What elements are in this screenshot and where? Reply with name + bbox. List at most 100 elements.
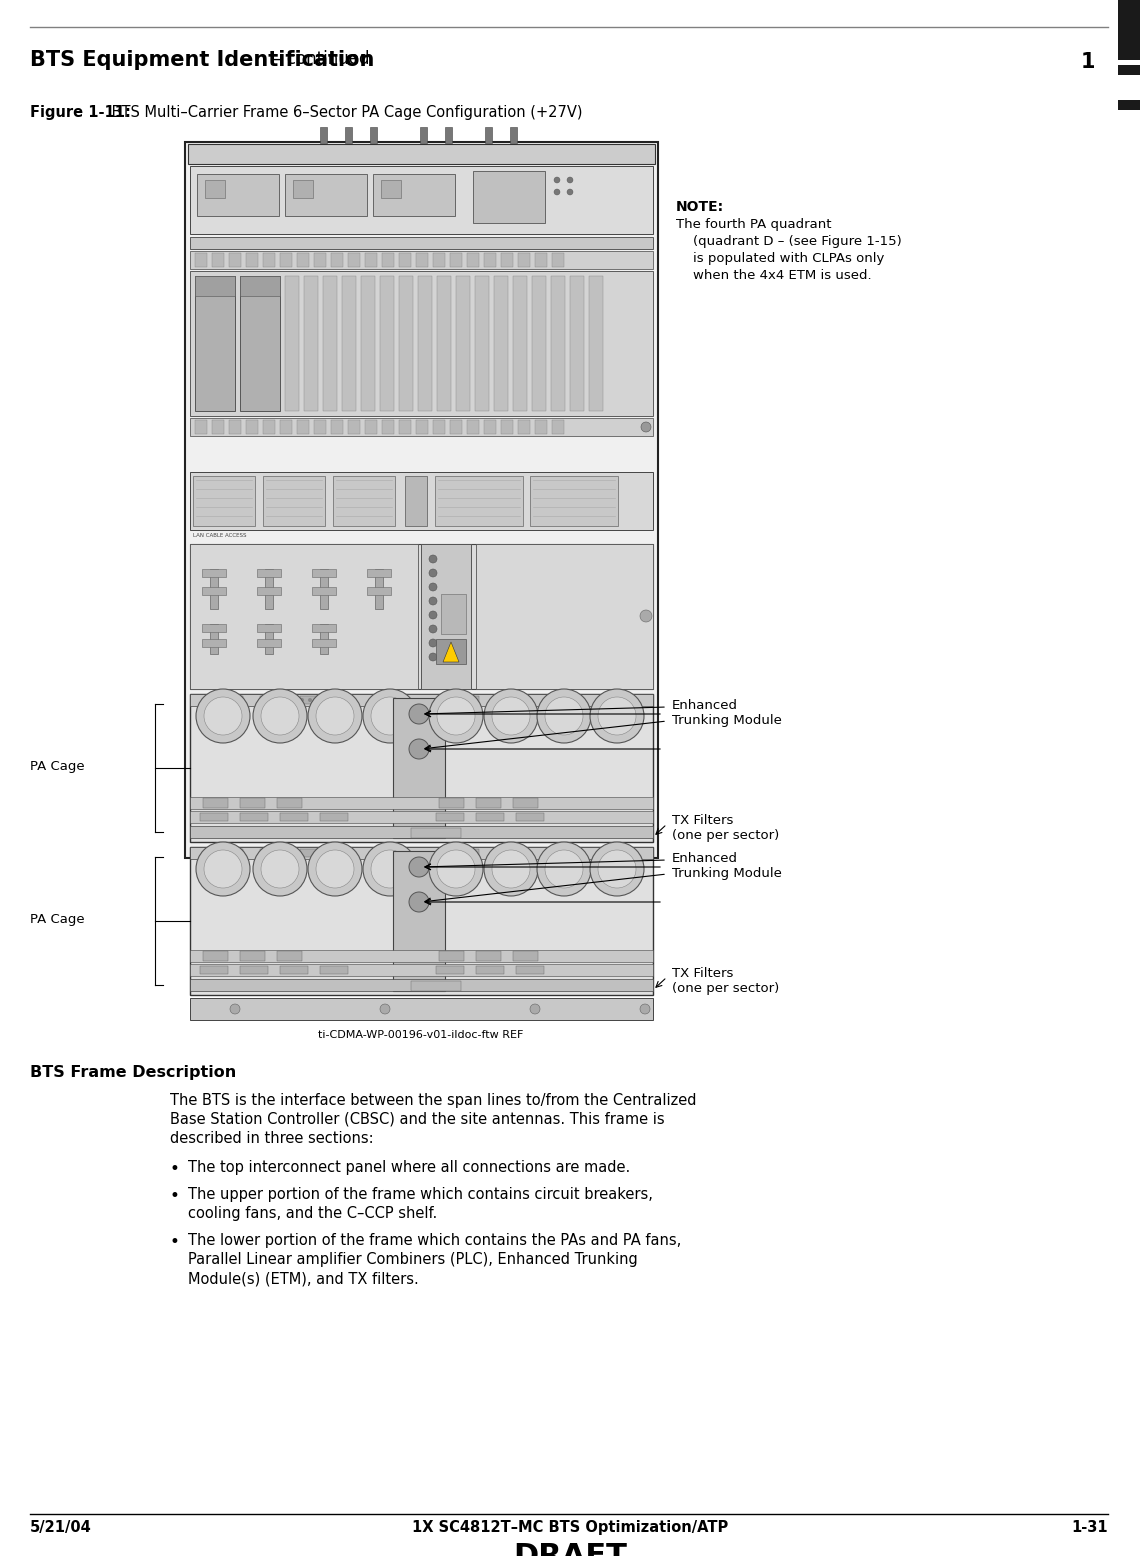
Bar	[365, 254, 377, 268]
Circle shape	[567, 188, 573, 194]
Circle shape	[567, 177, 573, 184]
Circle shape	[253, 842, 307, 896]
Circle shape	[409, 703, 429, 724]
Bar	[190, 694, 653, 842]
Bar	[304, 275, 318, 411]
Bar	[1118, 100, 1140, 110]
Bar	[348, 254, 360, 268]
Bar	[513, 798, 538, 808]
Bar	[494, 275, 508, 411]
Circle shape	[640, 610, 652, 622]
Text: PA Cage: PA Cage	[30, 913, 84, 926]
Circle shape	[537, 842, 591, 896]
Circle shape	[429, 555, 437, 563]
Bar	[475, 275, 489, 411]
Bar	[256, 569, 280, 577]
Circle shape	[429, 569, 437, 577]
Bar	[190, 419, 653, 436]
Bar	[190, 166, 653, 233]
Bar	[382, 254, 394, 268]
Bar	[190, 997, 653, 1021]
Circle shape	[196, 842, 250, 896]
Bar	[405, 476, 428, 526]
Bar	[323, 275, 337, 411]
Bar	[331, 420, 343, 434]
Bar	[589, 275, 603, 411]
Circle shape	[370, 850, 409, 888]
Bar	[518, 254, 530, 268]
Bar	[190, 965, 653, 976]
Circle shape	[316, 850, 355, 888]
Bar	[256, 624, 280, 632]
Bar	[202, 640, 226, 647]
Bar	[570, 275, 584, 411]
Bar	[477, 966, 504, 974]
Bar	[263, 254, 275, 268]
Bar	[451, 850, 479, 857]
Circle shape	[409, 892, 429, 912]
Text: •: •	[170, 1232, 180, 1251]
Bar	[190, 979, 653, 991]
Bar	[285, 174, 367, 216]
Circle shape	[215, 699, 219, 702]
Bar	[1118, 0, 1140, 61]
Bar	[246, 254, 258, 268]
Bar	[484, 254, 496, 268]
Bar	[215, 696, 243, 703]
Text: described in three sections:: described in three sections:	[170, 1131, 374, 1147]
Bar	[280, 812, 308, 822]
Circle shape	[204, 697, 242, 734]
Bar	[399, 420, 412, 434]
Text: – continued: – continued	[268, 50, 369, 68]
Circle shape	[554, 188, 560, 194]
Circle shape	[429, 689, 483, 744]
Bar	[532, 275, 546, 411]
Bar	[229, 420, 241, 434]
Bar	[203, 798, 228, 808]
Circle shape	[640, 1004, 650, 1015]
Bar	[416, 254, 428, 268]
Bar	[473, 171, 545, 223]
Bar	[298, 420, 309, 434]
Bar	[280, 420, 292, 434]
Bar	[195, 275, 235, 411]
Bar	[210, 569, 218, 608]
Text: BTS Equipment Identification: BTS Equipment Identification	[30, 50, 374, 70]
Circle shape	[530, 1004, 540, 1015]
Bar	[435, 640, 466, 664]
Text: •: •	[170, 1187, 180, 1204]
Bar	[435, 476, 523, 526]
Text: TX Filters
(one per sector): TX Filters (one per sector)	[671, 966, 780, 994]
Text: The fourth PA quadrant: The fourth PA quadrant	[676, 218, 831, 230]
Bar	[190, 811, 653, 823]
Bar	[280, 966, 308, 974]
Text: Parallel Linear amplifier Combiners (PLC), Enhanced Trunking: Parallel Linear amplifier Combiners (PLC…	[188, 1253, 637, 1267]
Bar	[510, 128, 518, 143]
Bar	[535, 420, 547, 434]
Bar	[445, 128, 451, 143]
Circle shape	[429, 654, 437, 661]
Bar	[320, 128, 327, 143]
Bar	[312, 624, 336, 632]
Bar	[516, 966, 544, 974]
Bar	[193, 476, 255, 526]
Circle shape	[598, 697, 636, 734]
Circle shape	[591, 842, 644, 896]
Bar	[241, 275, 280, 411]
Bar	[367, 587, 391, 594]
Circle shape	[545, 697, 583, 734]
Bar	[393, 851, 445, 991]
Bar	[256, 587, 280, 594]
Circle shape	[409, 857, 429, 878]
Bar	[451, 696, 479, 703]
Text: ti-CDMA-WP-00196-v01-ildoc-ftw REF: ti-CDMA-WP-00196-v01-ildoc-ftw REF	[318, 1030, 523, 1039]
Text: The top interconnect panel where all connections are made.: The top interconnect panel where all con…	[188, 1161, 630, 1175]
Text: DRAFT: DRAFT	[513, 1542, 627, 1556]
Circle shape	[196, 689, 250, 744]
Text: when the 4x4 ETM is used.: when the 4x4 ETM is used.	[676, 269, 872, 282]
Circle shape	[260, 699, 264, 702]
Bar	[496, 850, 524, 857]
Text: The upper portion of the frame which contains circuit breakers,: The upper portion of the frame which con…	[188, 1187, 653, 1201]
Circle shape	[363, 689, 417, 744]
Bar	[551, 275, 565, 411]
